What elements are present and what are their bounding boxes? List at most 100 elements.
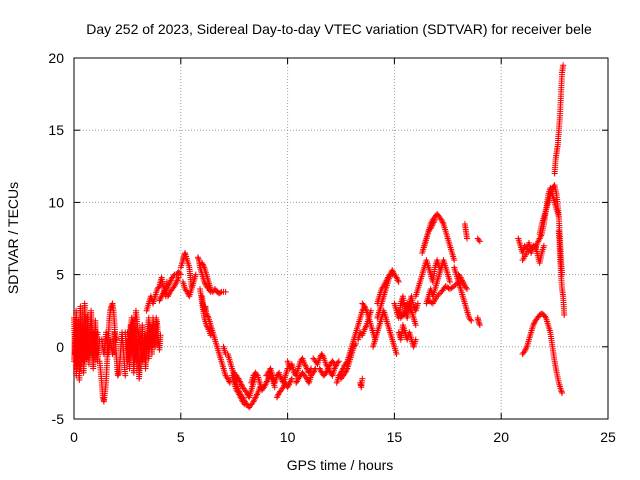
data-points <box>71 62 568 411</box>
data-point <box>407 304 414 311</box>
data-point <box>383 277 390 284</box>
data-point <box>330 359 337 366</box>
data-point <box>401 309 408 316</box>
data-point <box>166 280 173 287</box>
data-point <box>428 223 435 230</box>
x-axis-label: GPS time / hours <box>287 457 394 473</box>
data-point <box>236 391 243 398</box>
data-point <box>525 248 532 255</box>
data-point <box>301 361 308 368</box>
data-point <box>380 283 387 290</box>
data-point <box>167 277 174 284</box>
data-point <box>386 273 393 280</box>
data-point <box>362 304 369 311</box>
data-point <box>559 390 566 397</box>
data-point <box>235 375 242 382</box>
data-point <box>240 400 247 407</box>
data-point <box>172 280 179 287</box>
y-tick-label: 10 <box>48 194 64 210</box>
data-point <box>317 366 324 373</box>
data-point <box>439 218 446 225</box>
data-point <box>159 291 166 298</box>
data-point <box>395 278 402 285</box>
data-point <box>393 274 400 281</box>
data-point <box>194 254 201 261</box>
data-point <box>393 351 400 358</box>
data-point <box>236 378 243 385</box>
data-point <box>362 306 369 313</box>
data-point <box>467 316 474 323</box>
data-point <box>452 281 459 288</box>
data-point <box>253 371 260 378</box>
y-axis-label: SDTVAR / TECUs <box>5 182 21 294</box>
data-point <box>560 62 567 69</box>
data-point <box>538 232 545 239</box>
y-tick-label: 20 <box>48 50 64 66</box>
data-point <box>241 401 248 408</box>
data-point <box>252 394 259 401</box>
data-point <box>427 225 434 232</box>
data-point <box>399 312 406 319</box>
data-point <box>318 351 325 358</box>
data-point <box>535 238 542 245</box>
plot-frame <box>73 57 609 420</box>
data-point <box>476 322 483 329</box>
data-point <box>459 278 466 285</box>
data-point <box>535 236 542 243</box>
data-point <box>325 364 332 371</box>
data-point <box>476 238 483 245</box>
data-point <box>457 274 464 281</box>
data-point <box>263 379 270 386</box>
data-point <box>288 375 295 382</box>
data-point <box>285 382 292 389</box>
chart-title: Day 252 of 2023, Sidereal Day-to-day VTE… <box>86 21 592 37</box>
data-point <box>175 274 182 281</box>
data-point <box>362 323 369 330</box>
data-point <box>412 322 419 329</box>
data-point <box>323 369 330 376</box>
data-point <box>217 289 224 296</box>
data-point <box>204 313 211 320</box>
data-point <box>157 296 164 303</box>
data-point <box>147 343 154 350</box>
data-point <box>156 297 163 304</box>
data-point <box>122 372 129 379</box>
x-tick-label: 5 <box>177 429 185 445</box>
data-point <box>523 345 530 352</box>
data-point <box>460 280 467 287</box>
data-point <box>265 369 272 376</box>
data-point <box>199 261 206 268</box>
data-point <box>113 336 120 343</box>
data-point <box>343 366 350 373</box>
data-point <box>311 366 318 373</box>
data-point <box>342 368 349 375</box>
data-point <box>310 369 317 376</box>
data-point <box>476 320 483 327</box>
data-point <box>253 392 260 399</box>
data-point <box>195 255 202 262</box>
data-point <box>286 365 293 372</box>
data-point <box>253 391 260 398</box>
data-point <box>184 288 191 295</box>
data-point <box>429 222 436 229</box>
data-point <box>558 388 565 395</box>
data-point <box>224 375 231 382</box>
data-point <box>475 319 482 326</box>
data-point <box>335 358 342 365</box>
data-point <box>381 281 388 288</box>
data-point <box>389 268 396 275</box>
x-tick-label: 10 <box>280 429 296 445</box>
x-tick-label: 25 <box>600 429 616 445</box>
y-tick-label: 0 <box>56 339 64 355</box>
data-point <box>238 395 245 402</box>
data-point <box>174 277 181 284</box>
data-point <box>434 293 441 300</box>
data-point <box>462 284 469 291</box>
data-point <box>361 303 368 310</box>
data-point <box>261 384 268 391</box>
data-point <box>429 221 436 228</box>
data-point <box>164 293 171 300</box>
data-point <box>176 270 183 277</box>
data-point <box>158 293 165 300</box>
